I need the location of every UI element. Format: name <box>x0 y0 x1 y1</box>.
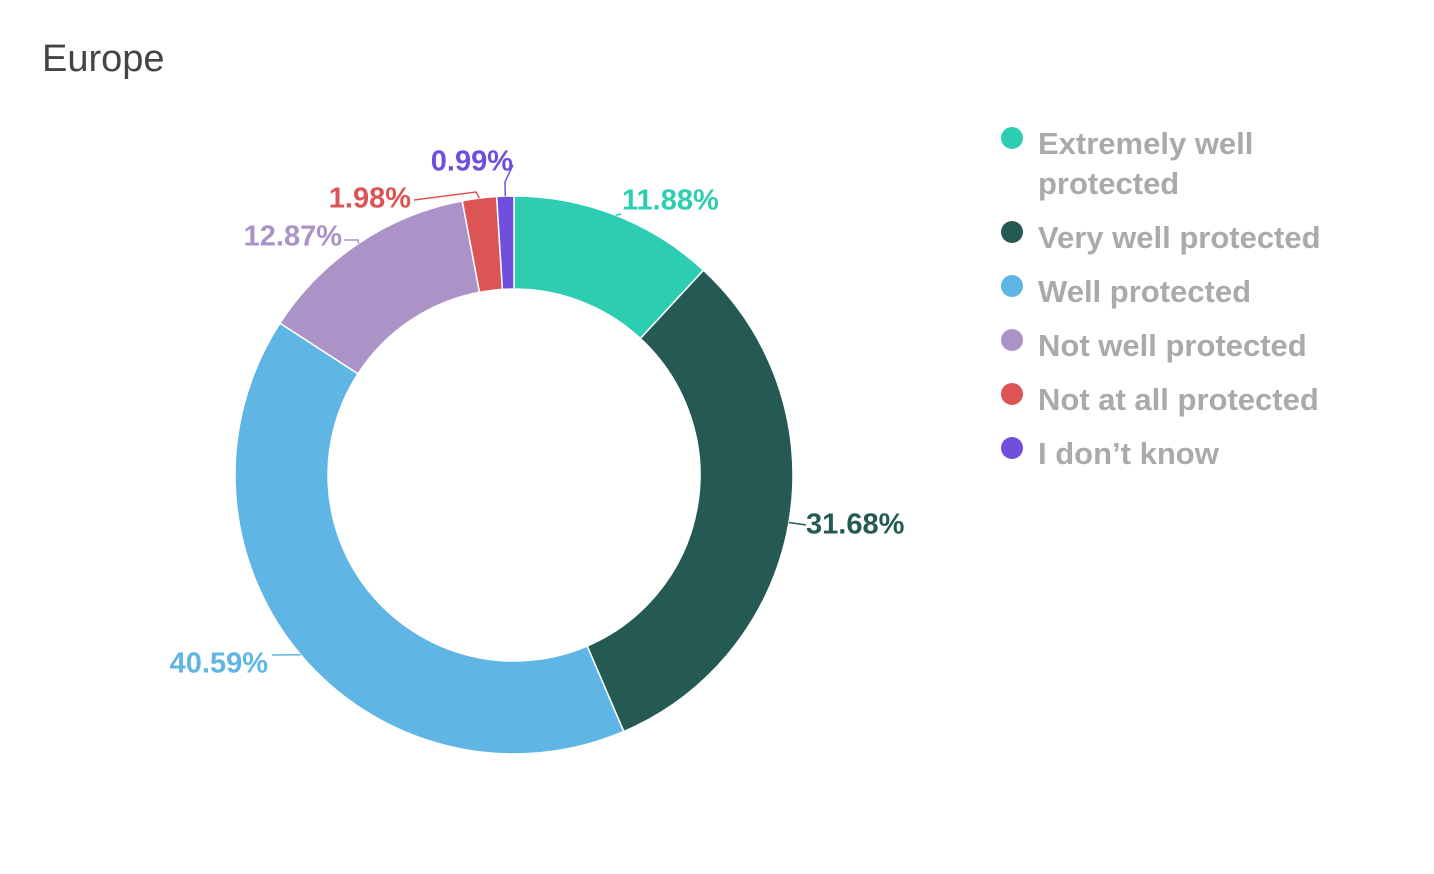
slice-data-label: 11.88% <box>622 185 719 217</box>
legend: Extremely well protected Very well protec… <box>1000 124 1420 488</box>
donut-slices <box>234 195 794 755</box>
legend-label: Very well protected <box>1038 220 1321 255</box>
legend-item[interactable]: Extremely well protected <box>1000 124 1420 204</box>
legend-swatch-icon <box>1001 275 1023 297</box>
legend-item[interactable]: Not at all protected <box>1000 380 1420 420</box>
slice-data-label: 12.87% <box>244 221 343 253</box>
legend-swatch-icon <box>1001 221 1023 243</box>
donut-slice-well-protected[interactable] <box>234 322 625 755</box>
donut-slice-i-don-t-know[interactable] <box>495 195 515 291</box>
legend-swatch-icon <box>1001 437 1023 459</box>
slice-data-label: 1.98% <box>329 183 411 215</box>
legend-item[interactable]: Well protected <box>1000 272 1420 312</box>
leader-line <box>615 213 622 216</box>
slice-data-label: 40.59% <box>170 648 269 680</box>
donut-slice-very-well-protected[interactable] <box>586 269 794 733</box>
legend-label: Extremely well protected <box>1038 126 1254 201</box>
leader-line <box>344 239 360 244</box>
slice-data-label: 0.99% <box>431 146 513 178</box>
legend-swatch-icon <box>1001 127 1023 149</box>
legend-swatch-icon <box>1001 329 1023 351</box>
legend-item[interactable]: Not well protected <box>1000 326 1420 366</box>
legend-swatch-icon <box>1001 383 1023 405</box>
slice-labels: 11.88% 31.68% 40.59% 12.87% 1.98% 0.99% <box>170 146 905 680</box>
leader-line <box>504 164 514 197</box>
legend-label: I don’t know <box>1038 436 1219 471</box>
leader-lines <box>271 164 807 656</box>
legend-item[interactable]: Very well protected <box>1000 218 1420 258</box>
leader-line <box>413 191 481 201</box>
legend-label: Not at all protected <box>1038 382 1319 417</box>
slice-data-label: 31.68% <box>806 509 905 541</box>
legend-label: Well protected <box>1038 274 1252 309</box>
legend-label: Not well protected <box>1038 328 1307 363</box>
leader-line <box>788 521 807 526</box>
legend-item[interactable]: I don’t know <box>1000 434 1420 474</box>
chart-title: Europe <box>42 38 165 80</box>
